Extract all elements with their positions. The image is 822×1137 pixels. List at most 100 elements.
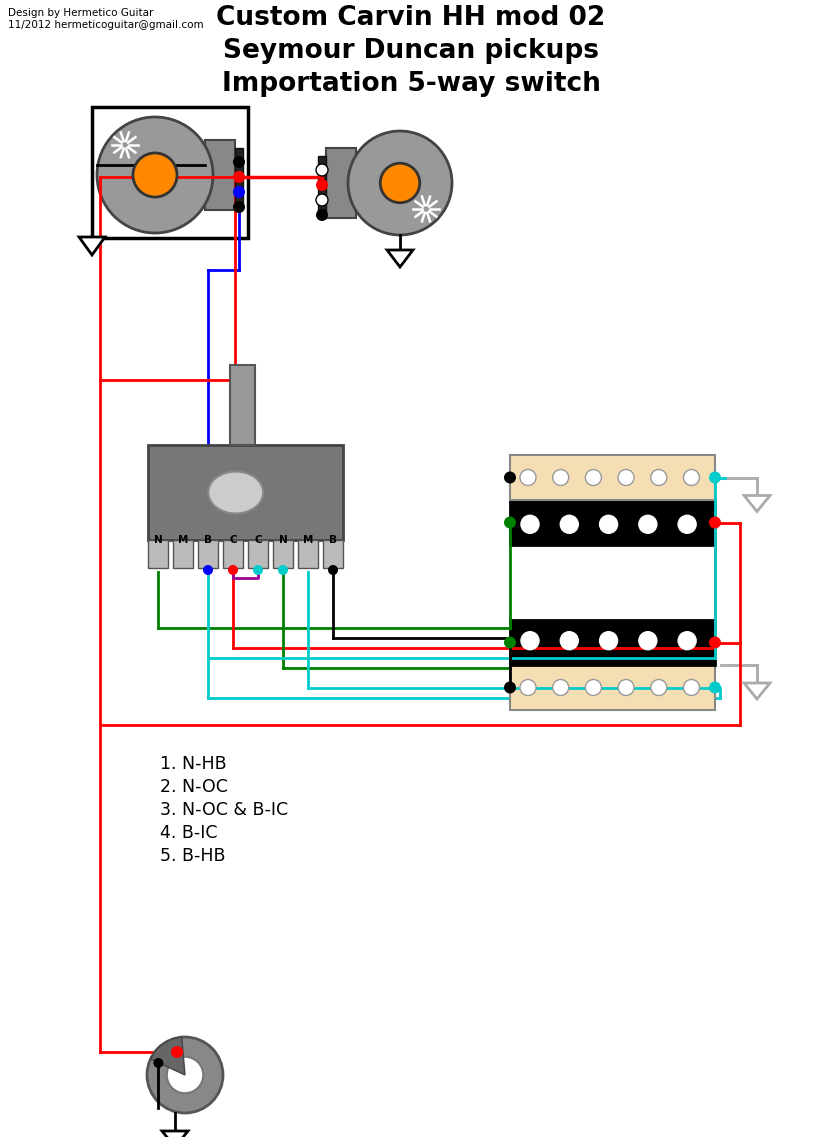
Text: C: C [229,536,237,545]
Text: Seymour Duncan pickups: Seymour Duncan pickups [223,38,599,64]
Circle shape [709,472,721,483]
Wedge shape [150,1037,185,1074]
Circle shape [504,681,516,694]
Text: C: C [254,536,262,545]
Bar [235,179,243,192]
Text: 5. B-HB: 5. B-HB [160,847,225,865]
Circle shape [618,470,634,485]
Text: 4. B-IC: 4. B-IC [160,824,218,843]
Circle shape [233,156,245,168]
Text: N: N [279,536,288,545]
Bar [223,540,243,568]
Bar [92,107,248,238]
Circle shape [651,680,667,696]
Circle shape [552,680,569,696]
Circle shape [561,632,579,649]
Circle shape [678,515,696,533]
Bar [198,540,218,568]
Circle shape [171,1046,183,1059]
Text: M: M [302,536,313,545]
Text: 1. N-HB: 1. N-HB [160,755,227,773]
Circle shape [504,516,516,529]
Text: M: M [178,536,188,545]
Polygon shape [387,250,413,267]
Circle shape [521,515,539,533]
Text: Custom Carvin HH mod 02: Custom Carvin HH mod 02 [216,5,606,31]
Circle shape [316,179,328,191]
Circle shape [709,516,721,529]
Polygon shape [744,496,770,512]
Bar [318,171,326,185]
Polygon shape [744,683,770,699]
Circle shape [520,470,536,485]
Bar [323,540,343,568]
Circle shape [709,681,721,694]
Circle shape [599,632,617,649]
Bar [235,163,243,177]
Bar [148,445,343,540]
Bar [230,365,256,445]
Circle shape [97,117,213,233]
Circle shape [316,209,328,221]
Circle shape [328,565,338,575]
Circle shape [504,637,516,648]
Circle shape [316,194,328,206]
Bar [273,540,293,568]
Circle shape [154,1059,164,1068]
Text: 11/2012 hermeticoguitar@gmail.com: 11/2012 hermeticoguitar@gmail.com [8,20,204,30]
Circle shape [709,637,721,648]
Bar [173,540,193,568]
Circle shape [651,470,667,485]
Circle shape [599,515,617,533]
Circle shape [233,171,245,183]
Text: 2. N-OC: 2. N-OC [160,778,228,796]
Bar [510,455,715,500]
Bar [248,540,268,568]
Circle shape [228,565,238,575]
Circle shape [203,565,213,575]
Text: B: B [329,536,337,545]
Circle shape [133,153,177,197]
Circle shape [253,565,263,575]
Bar [235,148,243,161]
Circle shape [678,632,696,649]
Circle shape [683,680,700,696]
Circle shape [233,201,245,213]
Circle shape [147,1037,223,1113]
Text: 3. N-OC & B-IC: 3. N-OC & B-IC [160,800,289,819]
Bar [510,500,715,545]
Ellipse shape [208,472,263,514]
Bar [148,540,168,568]
Circle shape [639,515,657,533]
Circle shape [639,632,657,649]
Circle shape [561,515,579,533]
Bar [510,665,715,709]
Circle shape [585,680,602,696]
Bar [318,186,326,200]
Bar [326,148,356,218]
Circle shape [504,472,516,483]
Polygon shape [79,236,105,255]
Circle shape [278,565,288,575]
Bar [318,156,326,171]
Text: Design by Hermetico Guitar: Design by Hermetico Guitar [8,8,154,18]
Bar [318,201,326,215]
Bar [235,193,243,207]
Circle shape [381,164,420,202]
Text: Importation 5-way switch: Importation 5-way switch [222,70,600,97]
Bar [510,620,715,665]
Bar [205,140,235,210]
Circle shape [552,470,569,485]
Circle shape [618,680,634,696]
Circle shape [167,1056,203,1094]
Circle shape [520,680,536,696]
Circle shape [683,470,700,485]
Bar [298,540,318,568]
Text: N: N [154,536,163,545]
Circle shape [348,131,452,235]
Circle shape [521,632,539,649]
Circle shape [233,186,245,198]
Circle shape [585,470,602,485]
Polygon shape [162,1131,188,1137]
Circle shape [316,164,328,176]
